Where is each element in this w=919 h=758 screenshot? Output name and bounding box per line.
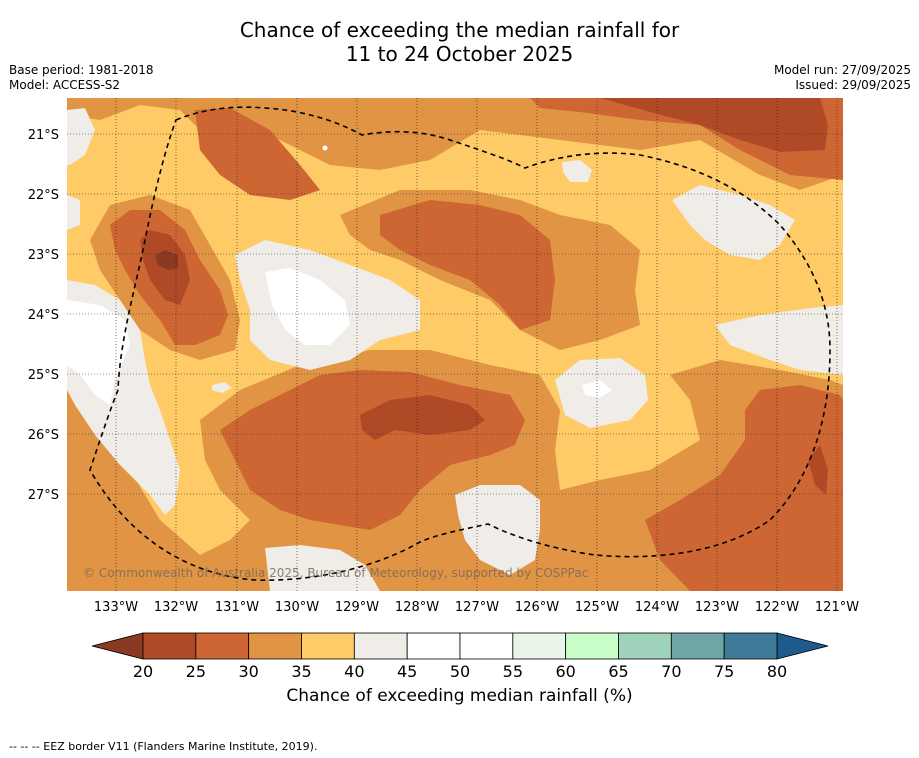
meta-left: Base period: 1981-2018 Model: ACCESS-S2 bbox=[9, 63, 154, 93]
model-run: Model run: 27/09/2025 bbox=[773, 63, 911, 77]
colorbar-bin bbox=[195, 632, 250, 660]
lat-label: 23°S bbox=[28, 248, 59, 263]
colorbar-bin bbox=[459, 632, 514, 660]
lon-label: 127°W bbox=[455, 600, 499, 615]
colorbar-bin bbox=[248, 632, 302, 660]
colorbar-tick-label: 20 bbox=[133, 662, 153, 681]
lat-label: 25°S bbox=[28, 368, 59, 383]
colorbar-tick-label: 35 bbox=[291, 662, 311, 681]
colorbar-bin bbox=[406, 632, 461, 660]
copyright-notice: © Commonwealth of Australia 2025, Bureau… bbox=[83, 566, 588, 580]
colorbar-tick-label: 30 bbox=[238, 662, 258, 681]
colorbar-bin bbox=[670, 632, 725, 660]
lon-label: 128°W bbox=[395, 600, 439, 615]
lat-axis: 21°S 22°S 23°S 24°S 25°S 26°S 27°S bbox=[28, 128, 59, 503]
meta-right: Model run: 27/09/2025 Issued: 29/09/2025 bbox=[774, 63, 911, 93]
lat-label: 26°S bbox=[28, 428, 59, 443]
lon-label: 133°W bbox=[94, 600, 138, 615]
lat-label: 21°S bbox=[28, 128, 59, 143]
issued-date: Issued: 29/09/2025 bbox=[795, 78, 911, 92]
colorbar-tick-label: 40 bbox=[344, 662, 364, 681]
lon-label: 132°W bbox=[154, 600, 198, 615]
eez-footnote: -- -- -- EEZ border V11 (Flanders Marine… bbox=[9, 740, 318, 753]
colorbar: 20 25 30 35 40 45 50 55 60 65 70 75 80 bbox=[91, 632, 829, 681]
lon-label: 123°W bbox=[695, 600, 739, 615]
lon-label: 130°W bbox=[275, 600, 319, 615]
map-figure: © Commonwealth of Australia 2025, Bureau… bbox=[28, 98, 859, 681]
lon-label: 129°W bbox=[335, 600, 379, 615]
colorbar-bin bbox=[512, 632, 567, 660]
lon-label: 125°W bbox=[575, 600, 619, 615]
rainfall-field: © Commonwealth of Australia 2025, Bureau… bbox=[67, 98, 843, 591]
chart-title: Chance of exceeding the median rainfall … bbox=[0, 18, 919, 66]
lon-label: 121°W bbox=[815, 600, 859, 615]
colorbar-tick-label: 80 bbox=[767, 662, 787, 681]
base-period: Base period: 1981-2018 bbox=[9, 63, 154, 77]
model-name: Model: ACCESS-S2 bbox=[9, 78, 121, 92]
lon-axis: 133°W 132°W 131°W 130°W 129°W 128°W 127°… bbox=[94, 600, 859, 615]
colorbar-over-arrow bbox=[776, 632, 829, 660]
colorbar-tick-label: 65 bbox=[608, 662, 628, 681]
colorbar-tick-label: 45 bbox=[397, 662, 417, 681]
colorbar-tick-label: 50 bbox=[450, 662, 470, 681]
lat-label: 27°S bbox=[28, 488, 59, 503]
title-line-2: 11 to 24 October 2025 bbox=[345, 42, 574, 66]
colorbar-tick-label: 75 bbox=[714, 662, 734, 681]
colorbar-bin bbox=[565, 632, 619, 660]
colorbar-tick-label: 70 bbox=[661, 662, 681, 681]
eez-border bbox=[89, 106, 831, 581]
colorbar-tick-label: 60 bbox=[555, 662, 575, 681]
colorbar-bin bbox=[353, 632, 408, 660]
colorbar-bin bbox=[723, 632, 778, 660]
colorbar-bin bbox=[301, 632, 355, 660]
lat-label: 22°S bbox=[28, 188, 59, 203]
lon-label: 122°W bbox=[755, 600, 799, 615]
lat-label: 24°S bbox=[28, 308, 59, 323]
lon-label: 124°W bbox=[635, 600, 679, 615]
colorbar-bin bbox=[618, 632, 672, 660]
graticule bbox=[67, 98, 843, 591]
colorbar-label: Chance of exceeding median rainfall (%) bbox=[286, 686, 633, 706]
colorbar-tick-label: 55 bbox=[503, 662, 523, 681]
colorbar-bin bbox=[142, 632, 197, 660]
colorbar-under-arrow bbox=[91, 632, 144, 660]
lon-label: 126°W bbox=[515, 600, 559, 615]
lon-label: 131°W bbox=[215, 600, 259, 615]
title-line-1: Chance of exceeding the median rainfall … bbox=[239, 18, 680, 42]
colorbar-tick-label: 25 bbox=[186, 662, 206, 681]
